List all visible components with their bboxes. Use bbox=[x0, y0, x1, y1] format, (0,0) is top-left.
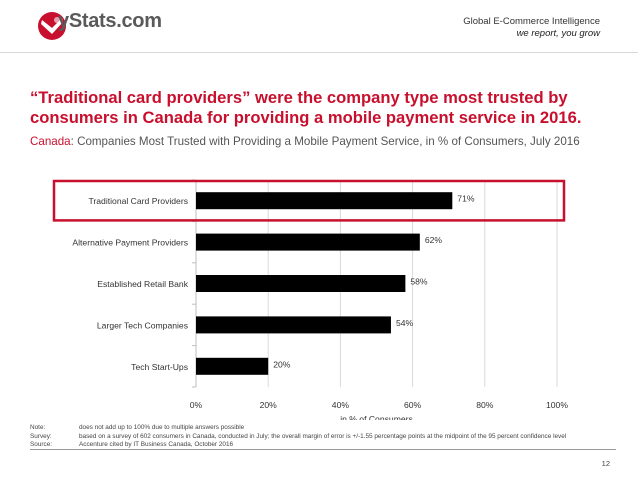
notes-section: Note: does not add up to 100% due to mul… bbox=[30, 424, 630, 450]
value-label: 71% bbox=[457, 194, 475, 204]
note-row: Note: does not add up to 100% due to mul… bbox=[30, 424, 630, 433]
value-label: 20% bbox=[273, 359, 291, 369]
survey-text: based on a survey of 602 consumers in Ca… bbox=[79, 432, 567, 440]
bar bbox=[196, 316, 391, 334]
brand-name: yStats.com bbox=[58, 10, 162, 32]
survey-label: Survey: bbox=[30, 432, 52, 440]
category-label: Larger Tech Companies bbox=[97, 320, 188, 330]
slide-subtitle: Canada: Companies Most Trusted with Prov… bbox=[30, 134, 600, 149]
value-label: 62% bbox=[425, 235, 443, 245]
x-tick-label: 20% bbox=[260, 400, 278, 410]
bar bbox=[196, 357, 269, 375]
bar bbox=[196, 192, 453, 210]
subtitle-rest: : Companies Most Trusted with Providing … bbox=[70, 135, 580, 148]
x-tick-label: 0% bbox=[190, 400, 203, 410]
highlight-box bbox=[52, 179, 566, 222]
survey-row: Survey: based on a survey of 602 consume… bbox=[30, 433, 630, 442]
source-row: Source: Accenture cited by IT Business C… bbox=[30, 441, 630, 450]
category-label: Established Retail Bank bbox=[97, 279, 188, 289]
note-text: does not add up to 100% due to multiple … bbox=[79, 424, 245, 431]
footer-divider bbox=[30, 449, 616, 450]
source-label: Source: bbox=[30, 441, 53, 449]
note-label: Note: bbox=[30, 424, 46, 431]
page-number: 12 bbox=[601, 459, 610, 468]
x-tick-label: 60% bbox=[404, 400, 422, 410]
bar bbox=[196, 233, 420, 251]
header-divider bbox=[0, 52, 638, 53]
bar-chart: Traditional Card Providers 71% Alternative… bbox=[52, 179, 568, 420]
value-label: 58% bbox=[410, 277, 428, 287]
category-label: Traditional Card Providers bbox=[88, 196, 188, 206]
x-tick-label: 40% bbox=[332, 400, 350, 410]
tagline-main: Global E-Commerce Intelligence bbox=[463, 16, 600, 27]
tagline-sub: we report, you grow bbox=[516, 28, 600, 39]
tagline: Global E-Commerce Intelligence we report… bbox=[463, 16, 600, 40]
subtitle-country: Canada bbox=[30, 135, 71, 148]
ystats-logo-icon[interactable] bbox=[32, 8, 172, 44]
category-label: Alternative Payment Providers bbox=[72, 238, 188, 248]
source-text: Accenture cited by IT Business Canada, O… bbox=[79, 441, 234, 449]
slide-title: “Traditional card providers” were the co… bbox=[30, 88, 582, 127]
value-label: 54% bbox=[396, 318, 414, 328]
category-label: Tech Start-Ups bbox=[131, 362, 188, 372]
bar bbox=[196, 275, 406, 292]
x-axis-title: in % of Consumers bbox=[340, 414, 413, 420]
x-tick-label: 80% bbox=[476, 400, 494, 410]
x-tick-label: 100% bbox=[546, 400, 568, 410]
